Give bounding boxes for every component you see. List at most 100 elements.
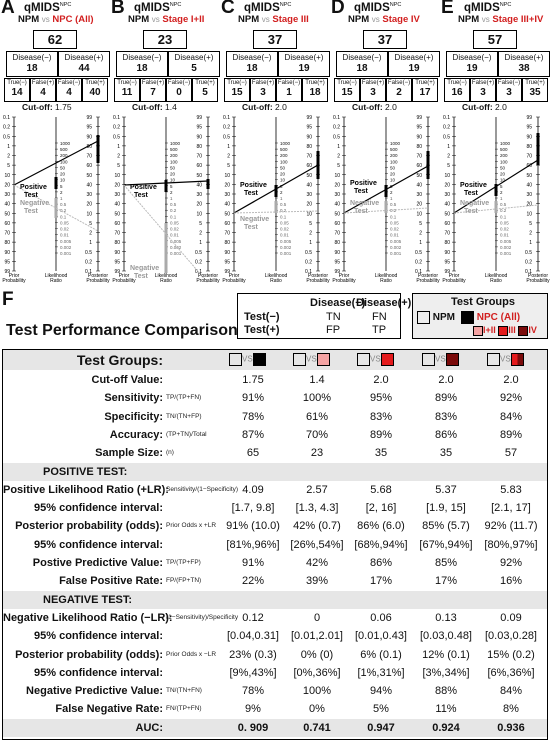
lr-tick-label: 500 bbox=[60, 147, 68, 152]
s4-swatch bbox=[518, 325, 529, 336]
post-tick-label: 30 bbox=[526, 192, 532, 198]
post-tick-label: 30 bbox=[86, 192, 92, 198]
true-pos-box: True(+) 35 bbox=[522, 78, 548, 102]
lr-tick-label: 0.01 bbox=[280, 233, 289, 238]
panel-e: E qMIDSNPC NPM vs Stage III+IV 57 Diseas… bbox=[440, 0, 550, 283]
table-row: Cut-off Value: 1.75 1.4 2.0 2.0 2.0 bbox=[3, 371, 547, 389]
post-tick-label: 40 bbox=[306, 182, 312, 188]
lr-tick-label: 0.05 bbox=[60, 220, 69, 225]
lr-tick-label: 10 bbox=[500, 178, 506, 183]
row-value: 5.68 bbox=[370, 483, 392, 496]
row-value: 2.57 bbox=[306, 483, 328, 496]
false-pos-box: False(+) 3 bbox=[250, 78, 276, 102]
false-pos-box: False(+) 3 bbox=[470, 78, 496, 102]
row-value: [1%,31%] bbox=[357, 666, 405, 679]
axis-title-post: Posterior Probability bbox=[416, 273, 440, 283]
lr-tick-label: 0.002 bbox=[170, 245, 182, 250]
disease-neg-box: Disease(−) 19 bbox=[446, 51, 498, 77]
panel-comparison: NPM vs Stage III+IV bbox=[458, 14, 544, 25]
lr-tick-label: 0.2 bbox=[60, 208, 67, 213]
lr-tick-label: 0.002 bbox=[60, 245, 72, 250]
prior-tick-label: 5 bbox=[117, 163, 120, 169]
row-value: [1.7, 9.8] bbox=[231, 502, 275, 515]
row-value: 35 bbox=[374, 447, 388, 460]
post-tick-label: 50 bbox=[416, 173, 422, 179]
row-value: 6% (0.1) bbox=[360, 648, 402, 661]
post-tick-label: 0.2 bbox=[305, 259, 312, 265]
prior-tick-label: 60 bbox=[334, 221, 340, 227]
cutoff: Cut-off: 1.4 bbox=[132, 102, 177, 112]
lr-tick-label: 0.1 bbox=[280, 214, 287, 219]
lr-tick-label: 2 bbox=[280, 190, 283, 195]
lr-tick-label: 500 bbox=[280, 147, 288, 152]
table-row: Posterior probability (odds): Prior Odds … bbox=[3, 646, 547, 664]
post-tick-label: 80 bbox=[86, 144, 92, 150]
lr-tick-label: 0.05 bbox=[280, 220, 289, 225]
panel-title: qMIDSNPC bbox=[24, 2, 72, 14]
row-value: [0.03,0.28] bbox=[485, 630, 537, 643]
row-label: 95% confidence interval: bbox=[34, 630, 163, 643]
total-count: 37 bbox=[253, 30, 297, 49]
axis-title-post: Posterior Probability bbox=[306, 273, 330, 283]
prior-tick-label: 99 bbox=[224, 269, 230, 275]
panel-d: D qMIDSNPC NPM vs Stage IV 37 Disease(−)… bbox=[330, 0, 440, 283]
post-tick-label: 0.1 bbox=[85, 269, 92, 275]
post-tick-label: 95 bbox=[196, 125, 202, 131]
row-value: 2.0 bbox=[373, 374, 389, 386]
row-label: Posterior probability (odds): bbox=[15, 520, 163, 533]
prior-tick-label: 10 bbox=[224, 173, 230, 179]
post-tick-label: 0.5 bbox=[195, 250, 202, 256]
panel-letter: A bbox=[1, 0, 15, 18]
row-value: 92% bbox=[499, 557, 523, 569]
lr-tick-label: 0.02 bbox=[170, 227, 179, 232]
row-value: 91% bbox=[241, 392, 265, 405]
table-row: 95% confidence interval: [81%,96%] [26%,54… bbox=[3, 536, 547, 554]
legend-stages: I+II III IV bbox=[473, 325, 537, 336]
true-pos-box: True(+) 5 bbox=[192, 78, 218, 102]
post-tick-label: 95 bbox=[306, 125, 312, 131]
lr-tick-label: 0.001 bbox=[60, 251, 72, 256]
lr-tick-label: 0.1 bbox=[500, 214, 507, 219]
prior-tick-label: 0.2 bbox=[333, 125, 340, 131]
positive-line bbox=[13, 140, 99, 186]
confusion-legend: Disease(−) Disease(+) Test(−) Test(+) TN… bbox=[237, 293, 411, 339]
lr-tick-label: 0.002 bbox=[500, 245, 512, 250]
row-value: 5.37 bbox=[435, 483, 457, 496]
prior-tick-label: 0.5 bbox=[113, 134, 120, 140]
row-label: Sample Size: bbox=[95, 447, 163, 460]
prior-tick-label: 80 bbox=[114, 240, 120, 246]
prior-tick-label: 0.2 bbox=[113, 125, 120, 131]
prior-tick-label: 60 bbox=[444, 221, 450, 227]
post-tick-label: 0.2 bbox=[85, 259, 92, 265]
negative-test-label: Negative Test bbox=[460, 200, 489, 215]
lr-tick-label: 0.005 bbox=[170, 239, 182, 244]
prior-tick-label: 5 bbox=[447, 163, 450, 169]
row-value: 17% bbox=[434, 575, 458, 588]
prior-tick-label: 0.5 bbox=[3, 134, 10, 140]
lr-tick-label: 0.2 bbox=[390, 208, 397, 213]
true-pos-box: True(+) 17 bbox=[412, 78, 438, 102]
row-formula: TN/(TN+FN) bbox=[166, 687, 202, 695]
legend-npc: NPC (All) bbox=[461, 311, 520, 324]
conf-test-neg: Test(−) bbox=[244, 311, 280, 323]
true-pos-box: True(+) 18 bbox=[302, 78, 328, 102]
post-tick-label: 50 bbox=[306, 173, 312, 179]
row-value: 0 bbox=[313, 611, 321, 624]
row-value: 2.0 bbox=[503, 374, 519, 386]
post-tick-label: 30 bbox=[306, 192, 312, 198]
false-neg-box: False(−) 0 bbox=[166, 78, 192, 102]
row-value: 89% bbox=[369, 428, 393, 441]
axis-title-lr: Likelihood Ratio bbox=[45, 273, 68, 283]
row-value: 85% (5.7) bbox=[422, 520, 470, 533]
row-value: 70% bbox=[305, 428, 329, 441]
lr-tick-label: 0.005 bbox=[500, 239, 512, 244]
row-formula: FP/(FP+TN) bbox=[166, 577, 202, 585]
row-formula: (1−Sensitivity)/Specificity bbox=[166, 613, 239, 621]
prior-tick-label: 0.1 bbox=[113, 115, 120, 121]
post-tick-label: 95 bbox=[526, 125, 532, 131]
row-value: [0.03,0.48] bbox=[420, 630, 472, 643]
positive-test-label: Positive Test bbox=[240, 182, 267, 197]
post-tick-label: 99 bbox=[416, 115, 422, 121]
legend-npm: NPM bbox=[417, 311, 455, 324]
row-value: 0% (0) bbox=[300, 648, 334, 661]
